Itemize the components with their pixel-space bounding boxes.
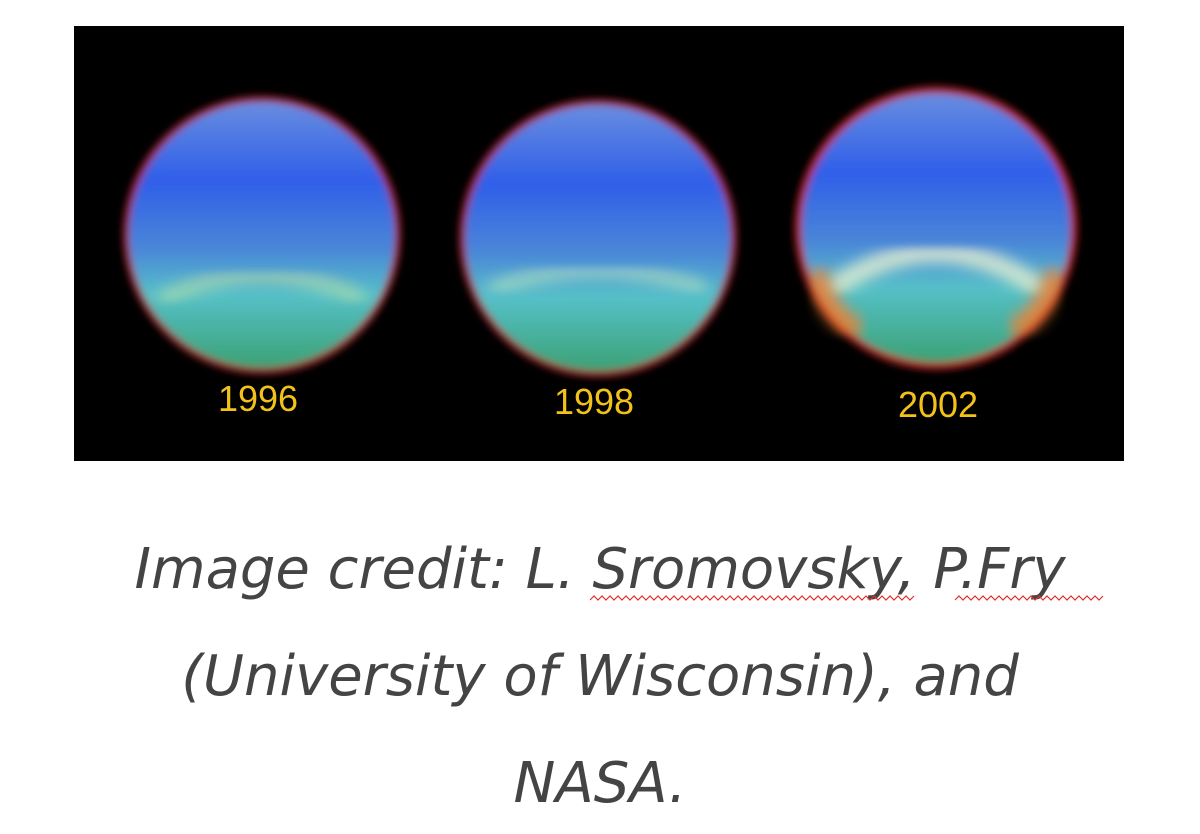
planet (123, 96, 401, 374)
caption-line: Image credit: L. Sromovsky, P.Fry (135, 537, 1067, 602)
year-label: 1998 (554, 381, 634, 422)
spellcheck-underline (954, 595, 1104, 601)
caption-line: (University of Wisconsin), and (181, 644, 1019, 709)
year-label: 2002 (898, 384, 978, 425)
planet (794, 86, 1078, 370)
caption-line: NASA. (514, 751, 687, 816)
planet (459, 99, 737, 377)
spellcheck-underline (589, 595, 915, 601)
year-label: 1996 (218, 378, 298, 419)
